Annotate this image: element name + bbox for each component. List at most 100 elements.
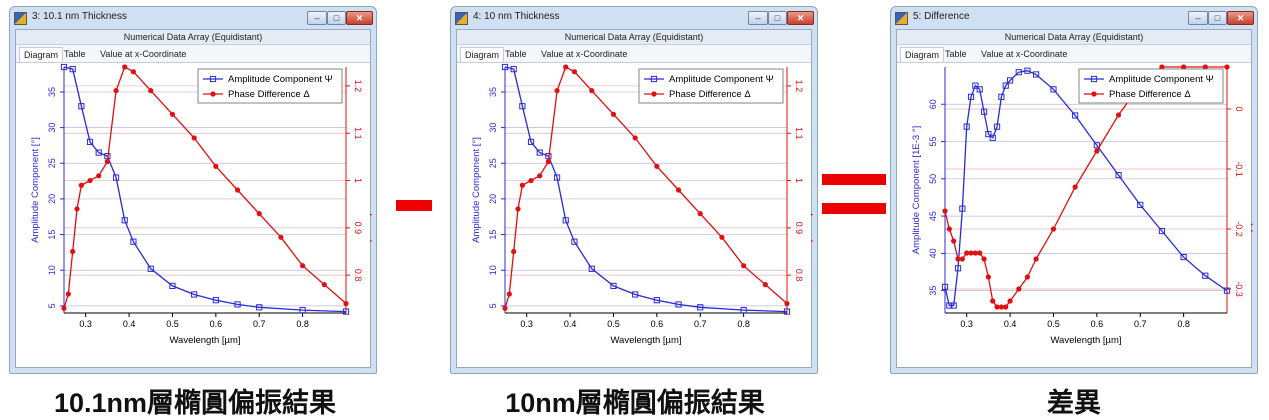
x-tick-label: 0.6	[651, 319, 664, 329]
phase-data-point	[955, 256, 961, 262]
x-tick-label: 0.4	[123, 319, 136, 329]
amplitude-data-point	[501, 63, 509, 71]
minimize-button[interactable]: –	[307, 11, 327, 25]
window-client: Numerical Data Array (Equidistant) Diagr…	[896, 29, 1253, 368]
tab-diagram[interactable]: Diagram	[460, 47, 505, 62]
x-tick-label: 0.7	[694, 319, 707, 329]
legend-phase-label: Phase Difference Δ	[1109, 89, 1191, 100]
y-tick-label: 10	[488, 265, 498, 275]
phase-data-point	[1094, 148, 1100, 154]
phase-data-point	[545, 159, 551, 165]
amplitude-data-point	[653, 297, 660, 304]
amplitude-data-point	[950, 302, 957, 309]
phase-data-point	[113, 88, 119, 94]
phase-data-point	[968, 250, 974, 256]
close-button[interactable]: ✕	[346, 11, 373, 25]
tab-table[interactable]: Table	[64, 49, 86, 59]
x-tick-label: 0.3	[79, 319, 92, 329]
amplitude-data-point	[1072, 112, 1079, 119]
amplitude-data-point	[1223, 287, 1231, 294]
y2-tick-label: 1.2	[794, 80, 804, 93]
data-array-title: Numerical Data Array (Equidistant)	[457, 30, 811, 45]
legend-phase-marker	[210, 91, 216, 97]
amplitude-data-point	[610, 282, 617, 290]
phase-data-point	[300, 263, 306, 269]
y-tick-label: 30	[488, 123, 498, 133]
tab-table[interactable]: Table	[945, 49, 967, 59]
x-tick-label: 0.6	[1091, 319, 1104, 329]
tab-strip: Diagram Table Value at x-Coordinate	[897, 45, 1251, 63]
tab-table[interactable]: Table	[505, 49, 527, 59]
close-button[interactable]: ✕	[1227, 11, 1254, 25]
legend-amplitude-label: Amplitude Component Ψ	[1109, 74, 1214, 85]
amplitude-data-point	[976, 86, 983, 93]
amplitude-data-point	[941, 283, 949, 291]
maximize-button[interactable]: □	[327, 11, 346, 25]
phase-data-point	[61, 305, 67, 311]
tab-diagram[interactable]: Diagram	[900, 47, 945, 62]
y2-tick-label: -0.2	[1234, 221, 1244, 237]
x-tick-label: 0.4	[1004, 319, 1017, 329]
tab-diagram[interactable]: Diagram	[19, 47, 64, 62]
amplitude-data-point	[527, 138, 535, 145]
title-bar[interactable]: 4: 10 nm Thickness – □ ✕	[451, 7, 817, 29]
tab-value-at-x[interactable]: Value at x-Coordinate	[541, 49, 628, 59]
amplitude-data-point	[967, 93, 975, 100]
phase-data-point	[234, 187, 241, 193]
app-icon	[895, 12, 908, 25]
amplitude-data-point	[571, 238, 578, 245]
x-tick-label: 0.7	[253, 319, 266, 329]
equals-operator-top-bar	[822, 174, 886, 185]
close-button[interactable]: ✕	[787, 11, 814, 25]
y-tick-label: 15	[47, 230, 57, 240]
maximize-button[interactable]: □	[1208, 11, 1227, 25]
tab-value-at-x[interactable]: Value at x-Coordinate	[100, 49, 187, 59]
tab-value-at-x[interactable]: Value at x-Coordinate	[981, 49, 1068, 59]
y-axis-title: Amplitude Component [1E-3 °]	[911, 126, 922, 254]
phase-data-point	[256, 211, 262, 217]
amplitude-data-point	[1137, 201, 1144, 209]
x-axis-title: Wavelength [µm]	[169, 335, 240, 346]
phase-data-point	[122, 64, 128, 70]
phase-data-point	[96, 173, 102, 179]
title-bar[interactable]: 3: 10.1 nm Thickness – □ ✕	[10, 7, 376, 29]
phase-data-point	[511, 248, 517, 255]
phase-data-point	[654, 163, 660, 169]
legend-phase-label: Phase Difference Δ	[228, 89, 310, 100]
amplitude-data-point	[1015, 69, 1022, 76]
tab-strip: Diagram Table Value at x-Coordinate	[16, 45, 370, 63]
amplitude-data-point	[510, 66, 517, 73]
amplitude-data-point	[112, 174, 120, 181]
minimize-button[interactable]: –	[1188, 11, 1208, 25]
phase-data-point	[990, 298, 996, 304]
y2-axis-title: Phase Difference [1E2 °]	[810, 138, 813, 242]
amplitude-data-point	[588, 265, 595, 272]
amplitude-data-point	[1002, 82, 1009, 89]
legend-phase-marker	[1091, 91, 1097, 97]
x-tick-label: 0.5	[1047, 319, 1060, 329]
maximize-button[interactable]: □	[768, 11, 787, 25]
amplitude-data-point	[536, 149, 543, 156]
amplitude-data-point	[954, 265, 962, 272]
difference-chart: 0.3 0.4 0.5 0.6 0.7 0.8 35 40 45 50 55 60 -0.3 -0.2 -0…	[911, 64, 1253, 346]
phase-data-point	[1050, 226, 1057, 232]
window-10-1nm: 3: 10.1 nm Thickness – □ ✕ Numerical Dat…	[9, 6, 377, 374]
phase-data-point	[563, 64, 569, 70]
equals-operator-bottom-bar	[822, 203, 886, 214]
phase-data-point	[994, 304, 1000, 310]
phase-data-point	[537, 173, 543, 179]
amplitude-data-point	[740, 307, 747, 314]
title-bar[interactable]: 5: Difference – □ ✕	[891, 7, 1257, 29]
phase-data-point	[506, 291, 512, 297]
amplitude-series-line	[944, 70, 1228, 307]
y-tick-label: 55	[928, 137, 938, 147]
y-tick-label: 5	[47, 303, 57, 308]
amplitude-data-point	[562, 217, 569, 224]
tab-strip: Diagram Table Value at x-Coordinate	[457, 45, 811, 63]
phase-data-point	[1016, 286, 1022, 292]
minimize-button[interactable]: –	[748, 11, 768, 25]
phase-data-point	[1033, 256, 1039, 262]
amplitude-data-point	[130, 238, 137, 245]
x-tick-label: 0.5	[607, 319, 620, 329]
phase-data-point	[972, 250, 978, 256]
